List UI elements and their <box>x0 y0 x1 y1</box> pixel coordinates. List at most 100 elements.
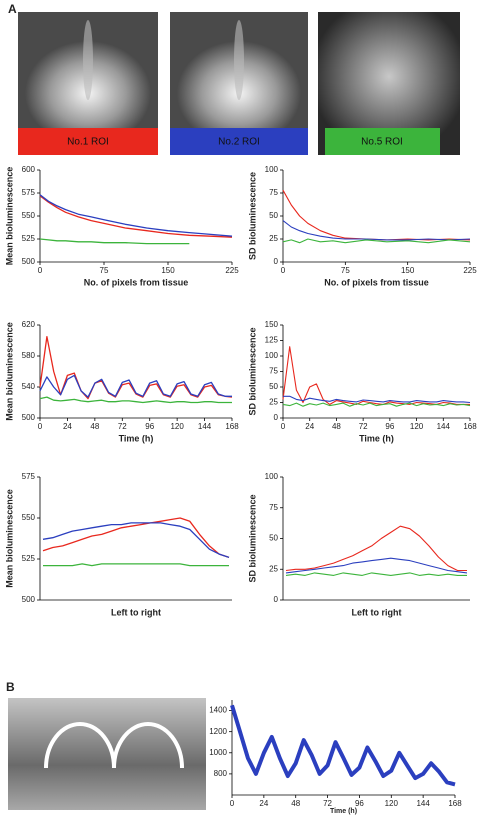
series-line <box>39 396 232 404</box>
x-tick-label: 75 <box>341 266 350 275</box>
series-line <box>285 557 468 574</box>
series-line <box>39 374 232 398</box>
roi-label: No.2 ROI <box>218 137 260 148</box>
y-axis-label: SD bioluminescence <box>247 172 257 260</box>
series-line <box>43 563 229 567</box>
y-tick-label: 100 <box>265 165 279 174</box>
y-tick-label: 1200 <box>209 727 227 736</box>
y-tick-label: 25 <box>269 564 278 573</box>
y-tick-label: 500 <box>22 257 36 266</box>
x-tick-label: 96 <box>145 422 154 431</box>
y-tick-label: 620 <box>22 320 36 329</box>
series-line <box>42 517 230 559</box>
x-tick-label: 48 <box>332 422 341 431</box>
x-tick-label: 150 <box>401 266 415 275</box>
x-tick-label: 96 <box>355 799 364 808</box>
y-tick-label: 0 <box>274 413 279 422</box>
y-tick-label: 75 <box>269 503 278 512</box>
series-line <box>282 346 470 405</box>
series-line <box>282 189 471 241</box>
x-tick-label: 144 <box>437 422 451 431</box>
series-line <box>39 194 233 237</box>
y-tick-label: 1400 <box>209 706 227 715</box>
panel-label: A <box>8 2 17 16</box>
x-tick-label: 0 <box>230 799 235 808</box>
y-axis-label: SD bioluminescence <box>247 327 257 415</box>
y-tick-label: 75 <box>269 188 278 197</box>
y-tick-label: 50 <box>269 382 278 391</box>
x-tick-label: 168 <box>225 422 239 431</box>
x-tick-label: 0 <box>281 266 286 275</box>
scn-image <box>8 698 206 810</box>
roi-image <box>18 12 158 155</box>
x-axis-label: Left to right <box>111 607 161 617</box>
series-line <box>39 195 233 238</box>
y-tick-label: 0 <box>274 257 279 266</box>
y-tick-label: 575 <box>22 188 36 197</box>
series-line <box>39 238 190 245</box>
y-tick-label: 600 <box>22 165 36 174</box>
y-tick-label: 550 <box>22 513 36 522</box>
roi-image <box>318 12 460 155</box>
y-tick-label: 525 <box>22 234 36 243</box>
series-line <box>42 522 230 559</box>
y-axis-label: SD bioluminescence <box>247 494 257 582</box>
roi-label: No.1 ROI <box>67 137 109 148</box>
y-tick-label: 1000 <box>209 748 227 757</box>
x-axis-label: Time (h) <box>119 433 154 443</box>
series-line <box>285 525 467 572</box>
x-tick-label: 75 <box>100 266 109 275</box>
x-tick-label: 48 <box>291 799 300 808</box>
x-axis-label: No. of pixels from tissue <box>324 277 429 287</box>
x-axis-label: Time (h) <box>359 433 394 443</box>
x-tick-label: 0 <box>281 422 286 431</box>
y-tick-label: 500 <box>22 595 36 604</box>
x-tick-label: 24 <box>305 422 314 431</box>
y-tick-label: 580 <box>22 351 36 360</box>
y-tick-label: 540 <box>22 382 36 391</box>
y-tick-label: 550 <box>22 211 36 220</box>
x-axis-label: No. of pixels from tissue <box>84 277 189 287</box>
y-tick-label: 525 <box>22 554 36 563</box>
series-line <box>282 238 471 244</box>
y-tick-label: 800 <box>214 769 228 778</box>
series-line <box>283 395 471 404</box>
y-tick-label: 75 <box>269 367 278 376</box>
y-tick-label: 500 <box>22 413 36 422</box>
x-axis-label: Time (h) <box>330 808 357 815</box>
y-tick-label: 50 <box>269 211 278 220</box>
series-line <box>39 335 233 400</box>
y-axis-label: Mean bioluminescence <box>4 167 14 266</box>
x-tick-label: 72 <box>118 422 127 431</box>
y-axis-label: Mean bioluminescence <box>4 322 14 421</box>
x-tick-label: 120 <box>170 422 184 431</box>
x-tick-label: 24 <box>259 799 268 808</box>
x-tick-label: 225 <box>225 266 239 275</box>
x-tick-label: 0 <box>38 266 43 275</box>
series-line <box>282 220 471 241</box>
x-tick-label: 144 <box>198 422 212 431</box>
x-tick-label: 225 <box>463 266 477 275</box>
y-tick-label: 25 <box>269 234 278 243</box>
panel-label: B <box>6 680 15 694</box>
x-tick-label: 0 <box>38 422 43 431</box>
x-tick-label: 72 <box>359 422 368 431</box>
x-tick-label: 150 <box>161 266 175 275</box>
x-axis-label: Left to right <box>352 607 402 617</box>
x-tick-label: 24 <box>63 422 72 431</box>
x-tick-label: 120 <box>410 422 424 431</box>
y-tick-label: 25 <box>269 398 278 407</box>
roi-label: No.5 ROI <box>361 137 403 148</box>
x-tick-label: 72 <box>323 799 332 808</box>
y-tick-label: 125 <box>265 336 279 345</box>
x-tick-label: 168 <box>463 422 477 431</box>
y-tick-label: 50 <box>269 534 278 543</box>
y-tick-label: 100 <box>265 472 279 481</box>
y-axis-label: Mean bioluminescence <box>4 489 14 588</box>
series-line <box>230 704 456 787</box>
series-line <box>282 402 471 407</box>
x-tick-label: 96 <box>385 422 394 431</box>
x-tick-label: 144 <box>416 799 430 808</box>
x-tick-label: 120 <box>385 799 399 808</box>
